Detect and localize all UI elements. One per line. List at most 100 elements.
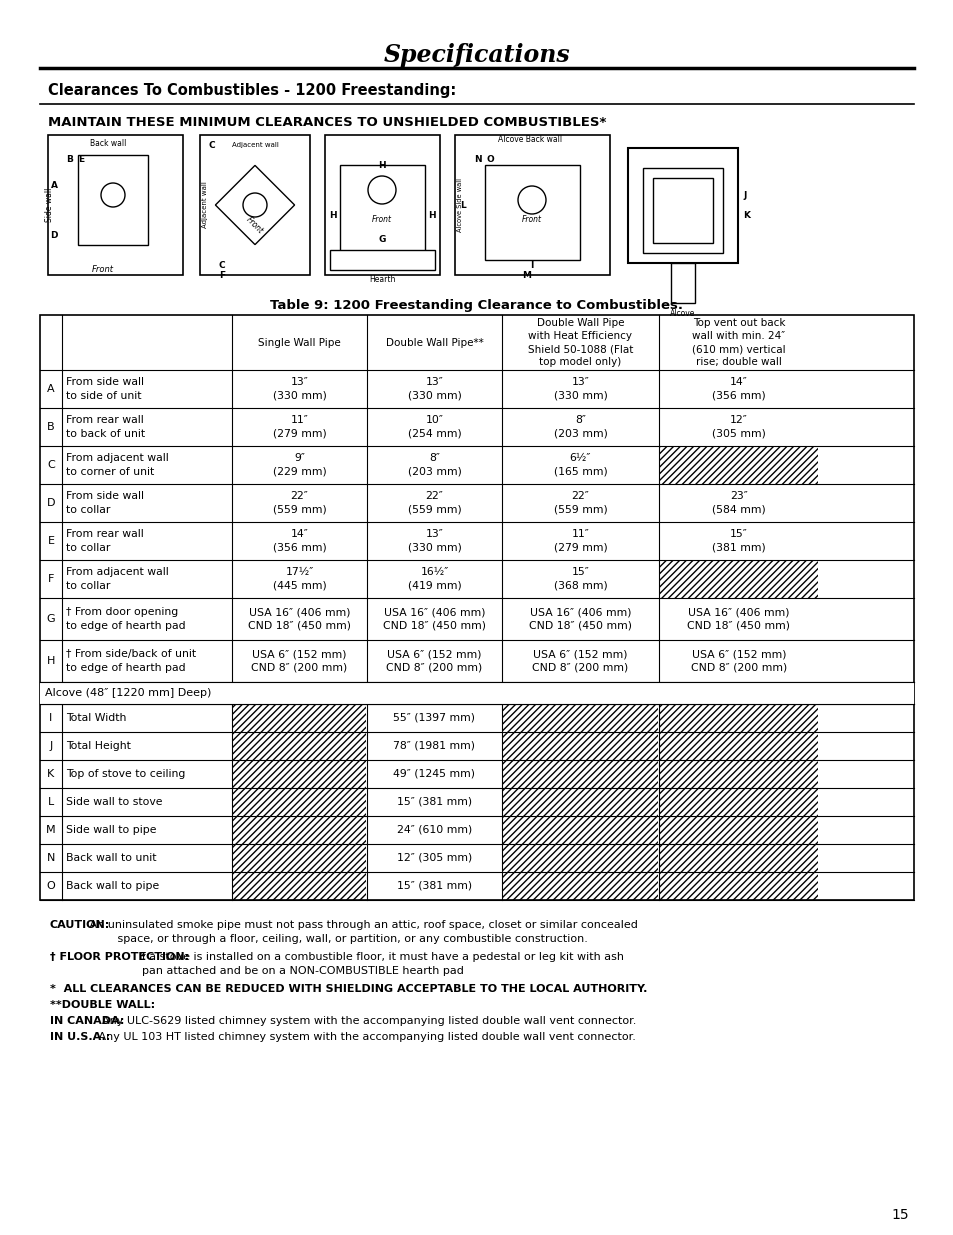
Bar bbox=[233, 788, 366, 816]
Text: 15″ (381 mm): 15″ (381 mm) bbox=[396, 881, 472, 890]
Text: 78″ (1981 mm): 78″ (1981 mm) bbox=[393, 741, 475, 751]
Text: J: J bbox=[742, 190, 745, 200]
Text: I: I bbox=[530, 261, 533, 269]
Bar bbox=[502, 816, 658, 844]
Bar bbox=[502, 788, 658, 816]
Bar bbox=[325, 135, 439, 275]
Text: Total Width: Total Width bbox=[66, 713, 126, 722]
Text: E: E bbox=[48, 536, 54, 546]
Text: Adjacent wall: Adjacent wall bbox=[202, 182, 208, 228]
Bar bbox=[40, 315, 913, 900]
Text: **DOUBLE WALL:: **DOUBLE WALL: bbox=[50, 1000, 155, 1010]
Text: 15″
(381 mm): 15″ (381 mm) bbox=[711, 530, 765, 552]
Text: E: E bbox=[78, 156, 84, 164]
Text: 10″
(254 mm): 10″ (254 mm) bbox=[407, 415, 461, 438]
Text: J: J bbox=[50, 741, 52, 751]
Bar bbox=[670, 263, 695, 303]
Text: From rear wall
to collar: From rear wall to collar bbox=[66, 530, 144, 552]
Bar bbox=[78, 156, 148, 245]
Text: 13″
(330 mm): 13″ (330 mm) bbox=[273, 378, 326, 400]
Text: Side wall to stove: Side wall to stove bbox=[66, 797, 162, 806]
Text: 49″ (1245 mm): 49″ (1245 mm) bbox=[393, 769, 475, 779]
Text: Front: Front bbox=[372, 215, 392, 225]
Text: USA 6″ (152 mm)
CND 8″ (200 mm): USA 6″ (152 mm) CND 8″ (200 mm) bbox=[386, 650, 482, 673]
Bar bbox=[659, 788, 817, 816]
Text: Back wall to unit: Back wall to unit bbox=[66, 853, 156, 863]
Text: † From side/back of unit
to edge of hearth pad: † From side/back of unit to edge of hear… bbox=[66, 650, 196, 673]
Text: 55″ (1397 mm): 55″ (1397 mm) bbox=[393, 713, 475, 722]
Text: USA 16″ (406 mm)
CND 18″ (450 mm): USA 16″ (406 mm) CND 18″ (450 mm) bbox=[248, 608, 351, 631]
Text: L: L bbox=[48, 797, 54, 806]
Text: IN CANADA:: IN CANADA: bbox=[50, 1016, 124, 1026]
Bar bbox=[659, 872, 817, 900]
Text: M: M bbox=[46, 825, 56, 835]
Bar bbox=[652, 178, 712, 243]
Text: USA 16″ (406 mm)
CND 18″ (450 mm): USA 16″ (406 mm) CND 18″ (450 mm) bbox=[687, 608, 790, 631]
Text: 22″
(559 mm): 22″ (559 mm) bbox=[553, 492, 607, 515]
Text: A: A bbox=[51, 180, 57, 189]
Text: Alcove Back wall: Alcove Back wall bbox=[497, 136, 561, 144]
Bar bbox=[215, 165, 294, 245]
Text: Front: Front bbox=[521, 215, 541, 225]
Text: B: B bbox=[47, 422, 54, 432]
Text: *  ALL CLEARANCES CAN BE REDUCED WITH SHIELDING ACCEPTABLE TO THE LOCAL AUTHORIT: * ALL CLEARANCES CAN BE REDUCED WITH SHI… bbox=[50, 984, 647, 994]
Text: 11″
(279 mm): 11″ (279 mm) bbox=[553, 530, 607, 552]
Text: 15″ (381 mm): 15″ (381 mm) bbox=[396, 797, 472, 806]
Bar bbox=[48, 135, 183, 275]
Text: Clearances To Combustibles - 1200 Freestanding:: Clearances To Combustibles - 1200 Freest… bbox=[48, 83, 456, 98]
Text: 15: 15 bbox=[890, 1208, 908, 1221]
Text: Alcove Side wall: Alcove Side wall bbox=[456, 178, 462, 232]
Text: Table 9: 1200 Freestanding Clearance to Combustibles.: Table 9: 1200 Freestanding Clearance to … bbox=[271, 299, 682, 311]
Text: 16½″
(419 mm): 16½″ (419 mm) bbox=[407, 567, 461, 590]
Text: Hearth: Hearth bbox=[369, 275, 395, 284]
Text: USA 16″ (406 mm)
CND 18″ (450 mm): USA 16″ (406 mm) CND 18″ (450 mm) bbox=[529, 608, 631, 631]
Text: C: C bbox=[209, 141, 215, 149]
Bar bbox=[659, 732, 817, 760]
Text: USA 16″ (406 mm)
CND 18″ (450 mm): USA 16″ (406 mm) CND 18″ (450 mm) bbox=[382, 608, 485, 631]
Text: 9″
(229 mm): 9″ (229 mm) bbox=[273, 453, 326, 477]
Text: D: D bbox=[47, 498, 55, 508]
Text: 14″
(356 mm): 14″ (356 mm) bbox=[273, 530, 326, 552]
Text: Single Wall Pipe: Single Wall Pipe bbox=[258, 337, 340, 347]
Text: USA 6″ (152 mm)
CND 8″ (200 mm): USA 6″ (152 mm) CND 8″ (200 mm) bbox=[251, 650, 347, 673]
Bar bbox=[502, 760, 658, 788]
Bar bbox=[659, 559, 817, 598]
Text: Alcove: Alcove bbox=[670, 309, 695, 317]
Text: Any UL 103 HT listed chimney system with the accompanying listed double wall ven: Any UL 103 HT listed chimney system with… bbox=[95, 1032, 636, 1042]
Text: Any ULC-S629 listed chimney system with the accompanying listed double wall vent: Any ULC-S629 listed chimney system with … bbox=[95, 1016, 636, 1026]
Text: H: H bbox=[329, 210, 336, 220]
Bar bbox=[502, 844, 658, 872]
Bar bbox=[233, 704, 366, 732]
Text: USA 6″ (152 mm)
CND 8″ (200 mm): USA 6″ (152 mm) CND 8″ (200 mm) bbox=[690, 650, 786, 673]
Bar bbox=[659, 816, 817, 844]
Bar bbox=[659, 760, 817, 788]
Bar bbox=[233, 872, 366, 900]
Bar bbox=[502, 732, 658, 760]
Text: C: C bbox=[47, 459, 55, 471]
Text: O: O bbox=[47, 881, 55, 890]
Text: F: F bbox=[48, 574, 54, 584]
Text: K: K bbox=[48, 769, 54, 779]
Text: Double Wall Pipe**: Double Wall Pipe** bbox=[385, 337, 483, 347]
Text: Alcove (48″ [1220 mm] Deep): Alcove (48″ [1220 mm] Deep) bbox=[45, 688, 212, 698]
Text: From rear wall
to back of unit: From rear wall to back of unit bbox=[66, 415, 145, 438]
Text: G: G bbox=[47, 614, 55, 624]
Text: 24″ (610 mm): 24″ (610 mm) bbox=[396, 825, 472, 835]
Text: An uninsulated smoke pipe must not pass through an attic, roof space, closet or : An uninsulated smoke pipe must not pass … bbox=[86, 920, 638, 944]
Text: 6½″
(165 mm): 6½″ (165 mm) bbox=[553, 453, 607, 477]
Text: Back wall: Back wall bbox=[90, 138, 126, 147]
Text: From side wall
to collar: From side wall to collar bbox=[66, 492, 144, 515]
Text: C: C bbox=[218, 261, 225, 269]
Text: From adjacent wall
to corner of unit: From adjacent wall to corner of unit bbox=[66, 453, 169, 477]
Text: H: H bbox=[428, 210, 436, 220]
Text: Alcove (48″ [1220 mm] Deep): Alcove (48″ [1220 mm] Deep) bbox=[45, 688, 212, 698]
Text: A: A bbox=[47, 384, 54, 394]
Bar bbox=[233, 844, 366, 872]
Text: MAINTAIN THESE MINIMUM CLEARANCES TO UNSHIELDED COMBUSTIBLES*: MAINTAIN THESE MINIMUM CLEARANCES TO UNS… bbox=[48, 116, 606, 128]
Text: USA 6″ (152 mm)
CND 8″ (200 mm): USA 6″ (152 mm) CND 8″ (200 mm) bbox=[532, 650, 628, 673]
Text: 15″
(368 mm): 15″ (368 mm) bbox=[553, 567, 607, 590]
Text: N: N bbox=[474, 156, 481, 164]
Text: 12″
(305 mm): 12″ (305 mm) bbox=[711, 415, 765, 438]
Text: 12″ (305 mm): 12″ (305 mm) bbox=[396, 853, 472, 863]
Text: Side wall: Side wall bbox=[46, 188, 54, 222]
